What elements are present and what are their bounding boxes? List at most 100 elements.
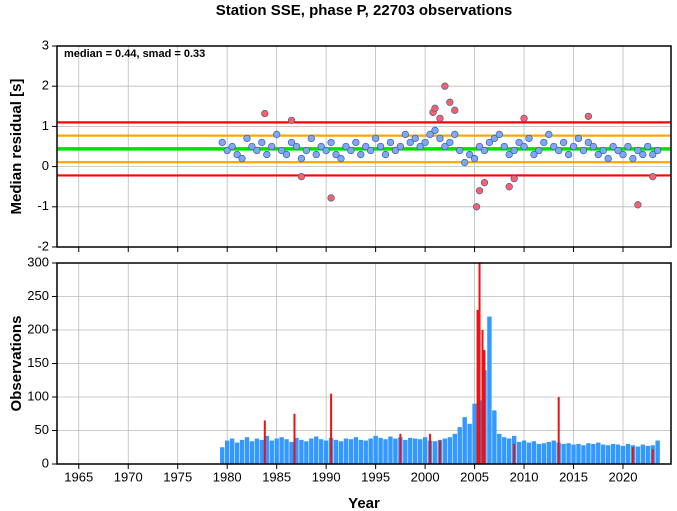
point — [317, 142, 325, 151]
point — [490, 134, 499, 143]
x-tick-label: 1990 — [312, 469, 341, 484]
bar — [640, 444, 645, 464]
point — [505, 183, 513, 191]
bar — [239, 439, 245, 464]
point — [268, 142, 276, 151]
point — [520, 114, 528, 123]
point — [376, 142, 385, 151]
bar — [417, 439, 423, 464]
bar — [457, 427, 462, 464]
bar — [399, 433, 402, 464]
point — [277, 146, 286, 155]
y-tick-label: 200 — [27, 321, 49, 336]
point — [594, 150, 602, 159]
bar — [274, 438, 279, 464]
bar — [620, 445, 626, 464]
bar — [263, 420, 266, 464]
point — [564, 150, 573, 159]
bar — [655, 440, 660, 464]
point — [406, 138, 414, 147]
point — [273, 130, 281, 139]
point — [475, 187, 484, 195]
chart-title: Station SSE, phase P, 22703 observations — [216, 2, 513, 19]
point — [282, 150, 291, 159]
point — [233, 150, 241, 159]
point — [451, 106, 459, 114]
point — [243, 134, 251, 143]
point — [451, 130, 459, 139]
point — [421, 138, 429, 147]
point — [653, 146, 662, 155]
bar — [591, 443, 596, 464]
bar — [625, 443, 631, 464]
bar — [432, 441, 438, 464]
annotation: median = 0.44, smad = 0.33 — [64, 48, 205, 60]
y-tick-label: 250 — [27, 288, 49, 303]
point — [634, 146, 642, 155]
point — [629, 154, 637, 163]
point — [401, 130, 409, 139]
bar — [546, 441, 551, 464]
bar — [319, 439, 324, 464]
bar — [284, 439, 289, 464]
point — [589, 142, 597, 151]
point — [599, 146, 607, 155]
bar — [536, 443, 542, 464]
point — [327, 194, 335, 202]
y-tick-label: 1 — [42, 118, 49, 133]
bar — [557, 397, 560, 464]
bar — [314, 436, 319, 464]
bar — [393, 438, 398, 464]
bar — [631, 447, 634, 464]
point — [649, 150, 657, 159]
point — [505, 150, 513, 159]
bar — [467, 423, 472, 464]
point — [619, 150, 627, 159]
bar — [309, 438, 314, 464]
point — [416, 142, 424, 151]
bar — [615, 444, 621, 464]
point — [332, 150, 340, 159]
point — [327, 138, 335, 147]
point — [342, 142, 350, 151]
bar — [476, 309, 479, 464]
x-tick-label: 1970 — [114, 469, 143, 484]
y-tick-label: 100 — [27, 388, 49, 403]
bar — [492, 410, 497, 464]
point — [500, 142, 508, 151]
point — [386, 138, 395, 147]
bar — [269, 440, 274, 464]
point — [515, 138, 523, 147]
bar — [651, 449, 654, 464]
point — [535, 146, 543, 155]
x-tick-label: 1975 — [163, 469, 192, 484]
bar — [447, 437, 453, 464]
bar — [333, 439, 339, 464]
point — [441, 82, 449, 90]
point — [347, 146, 355, 155]
point — [604, 154, 612, 163]
bar — [363, 440, 368, 464]
point — [436, 134, 444, 143]
bar — [576, 443, 581, 464]
bar — [571, 444, 576, 464]
bar — [368, 438, 373, 464]
point — [520, 142, 528, 151]
point — [292, 142, 301, 151]
point — [371, 134, 380, 143]
y-tick-label: 0 — [42, 158, 49, 173]
bar — [413, 438, 418, 464]
point — [579, 146, 588, 155]
bar — [373, 435, 378, 464]
point — [223, 146, 231, 155]
point — [525, 134, 533, 143]
point — [510, 146, 518, 155]
y-axis-label: Observations — [8, 316, 25, 412]
bar — [605, 445, 611, 464]
bar — [610, 443, 616, 464]
plot-frame — [56, 262, 672, 465]
bar — [323, 440, 329, 464]
bar — [502, 437, 507, 464]
bar — [264, 435, 269, 464]
bar — [422, 437, 428, 464]
